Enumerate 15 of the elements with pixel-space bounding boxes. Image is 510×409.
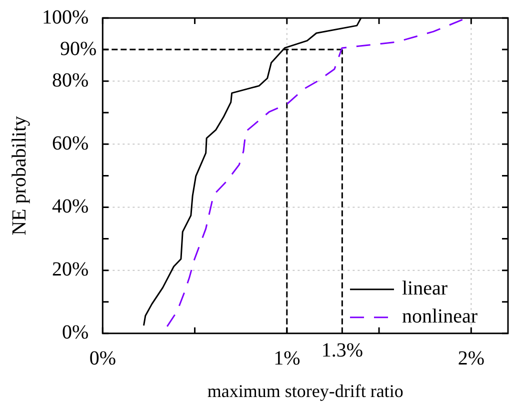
x-tick-label: 0% bbox=[89, 348, 116, 370]
y-tick-label: 80% bbox=[52, 69, 89, 92]
y-axis-title: NE probability bbox=[8, 116, 30, 236]
y-tick-label: 20% bbox=[52, 258, 89, 281]
x-tick-label: 2% bbox=[458, 348, 484, 370]
legend-label: linear bbox=[402, 278, 448, 300]
ref-line-label: 1.3% bbox=[321, 340, 364, 362]
x-axis-title: maximum storey-drift ratio bbox=[207, 380, 404, 401]
x-tick-label: 1% bbox=[274, 348, 300, 370]
y-tick-label: 60% bbox=[52, 132, 89, 154]
y-tick-label: 100% bbox=[42, 6, 89, 28]
legend-label: nonlinear bbox=[402, 306, 478, 328]
y-tick-label: 0% bbox=[62, 322, 89, 344]
ref-line-label: 90% bbox=[60, 38, 97, 60]
y-tick-label: 40% bbox=[52, 195, 89, 218]
